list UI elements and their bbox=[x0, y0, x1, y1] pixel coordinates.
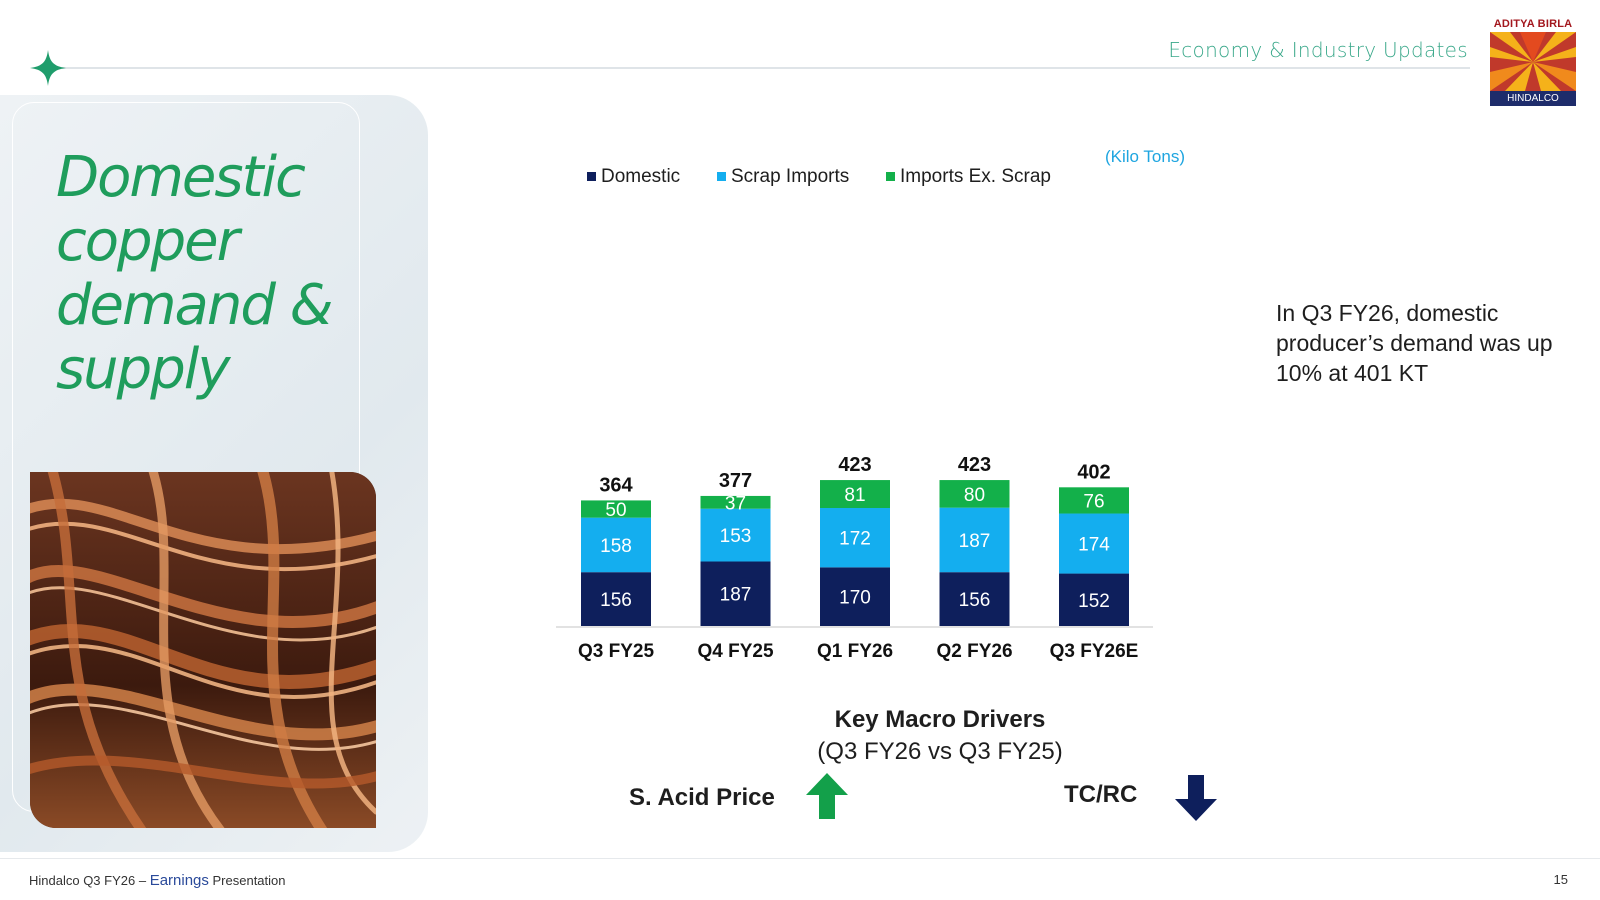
bar-value-label: 156 bbox=[959, 590, 991, 611]
sunburst-icon bbox=[1490, 32, 1576, 106]
legend-label: Scrap Imports bbox=[731, 166, 849, 187]
bar-total-label: 377 bbox=[719, 470, 752, 492]
bar-total-label: 423 bbox=[838, 454, 871, 476]
bar-segment bbox=[1059, 573, 1129, 626]
legend-swatch bbox=[717, 172, 726, 181]
x-tick-label: Q3 FY26E bbox=[1050, 641, 1139, 662]
bar-value-label: 81 bbox=[844, 485, 865, 506]
bar-value-label: 174 bbox=[1078, 535, 1110, 556]
logo-sub-text: HINDALCO bbox=[1490, 91, 1576, 106]
company-logo: ADITYA BIRLA HINDALCO bbox=[1488, 18, 1578, 106]
bar-total-label: 402 bbox=[1077, 461, 1110, 483]
bar-total-label: 423 bbox=[958, 454, 991, 476]
macro-subtitle: (Q3 FY26 vs Q3 FY25) bbox=[817, 738, 1063, 765]
bar-total-label: 364 bbox=[599, 474, 633, 496]
bar-value-label: 76 bbox=[1083, 491, 1104, 512]
page-number: 15 bbox=[1553, 872, 1568, 887]
bar-segment bbox=[581, 517, 651, 573]
footer-divider bbox=[0, 858, 1600, 859]
bar-segment bbox=[939, 572, 1010, 626]
bar-value-label: 37 bbox=[725, 493, 746, 514]
bar-segment bbox=[700, 561, 771, 626]
bar-value-label: 172 bbox=[839, 529, 871, 550]
bar-segment bbox=[1059, 513, 1129, 574]
copper-wire-image bbox=[30, 472, 376, 828]
macro-title: Key Macro Drivers bbox=[834, 706, 1046, 733]
bar-value-label: 187 bbox=[959, 531, 991, 552]
logo-emblem: HINDALCO bbox=[1490, 32, 1576, 106]
x-tick-label: Q1 FY26 bbox=[817, 641, 893, 662]
bar-segment bbox=[1059, 487, 1129, 514]
bar-value-label: 187 bbox=[720, 585, 752, 606]
legend-label: Imports Ex. Scrap bbox=[900, 166, 1051, 187]
section-title: Economy & Industry Updates bbox=[1168, 38, 1468, 62]
bar-value-label: 156 bbox=[600, 590, 632, 611]
bar-segment bbox=[939, 480, 1010, 508]
legend-label: Domestic bbox=[601, 166, 680, 187]
bar-segment bbox=[820, 567, 890, 626]
x-tick-label: Q2 FY26 bbox=[936, 641, 1012, 662]
bar-segment bbox=[820, 508, 890, 568]
bar-segment bbox=[939, 507, 1010, 573]
bar-segment bbox=[581, 500, 651, 518]
bar-value-label: 152 bbox=[1078, 591, 1110, 612]
bar-value-label: 158 bbox=[600, 536, 632, 557]
bar-segment bbox=[581, 572, 651, 626]
x-tick-label: Q3 FY25 bbox=[578, 641, 654, 662]
tcrc-label: TC/RC bbox=[1064, 781, 1138, 808]
copper-wire-photo bbox=[30, 472, 376, 828]
slide-headline: Domestic copper demand & supply bbox=[56, 145, 333, 402]
bar-value-label: 170 bbox=[839, 588, 871, 609]
footer-company: Hindalco Q3 FY26 – bbox=[29, 873, 150, 888]
x-tick-label: Q4 FY25 bbox=[697, 641, 773, 662]
legend-swatch bbox=[886, 172, 895, 181]
acid-price-label: S. Acid Price bbox=[629, 784, 775, 811]
arrow-down-icon bbox=[1175, 775, 1217, 821]
sparkle-icon bbox=[30, 50, 66, 86]
bar-value-label: 50 bbox=[605, 500, 626, 521]
arrow-up-icon bbox=[806, 773, 848, 819]
footer-caption: Hindalco Q3 FY26 – Earnings Presentation bbox=[29, 872, 286, 889]
chart-unit-note: (Kilo Tons) bbox=[1105, 147, 1185, 166]
bar-segment bbox=[820, 480, 890, 509]
bar-segment bbox=[700, 495, 771, 509]
stacked-bar-chart: Domestic Scrap Imports Imports Ex. Scrap 15… bbox=[556, 140, 1196, 680]
legend-swatch bbox=[587, 172, 596, 181]
demand-note: In Q3 FY26, domestic producer’s demand w… bbox=[1276, 300, 1553, 386]
header-divider bbox=[62, 67, 1470, 69]
bar-value-label: 153 bbox=[720, 526, 752, 547]
chart-svg: Domestic Scrap Imports Imports Ex. Scrap 15… bbox=[556, 166, 1153, 662]
footer-suffix: Presentation bbox=[208, 873, 286, 888]
bar-segment bbox=[700, 508, 771, 562]
bar-value-label: 80 bbox=[964, 485, 985, 506]
logo-brand-text: ADITYA BIRLA bbox=[1493, 18, 1573, 30]
footer-emphasis: Earnings bbox=[149, 872, 209, 889]
